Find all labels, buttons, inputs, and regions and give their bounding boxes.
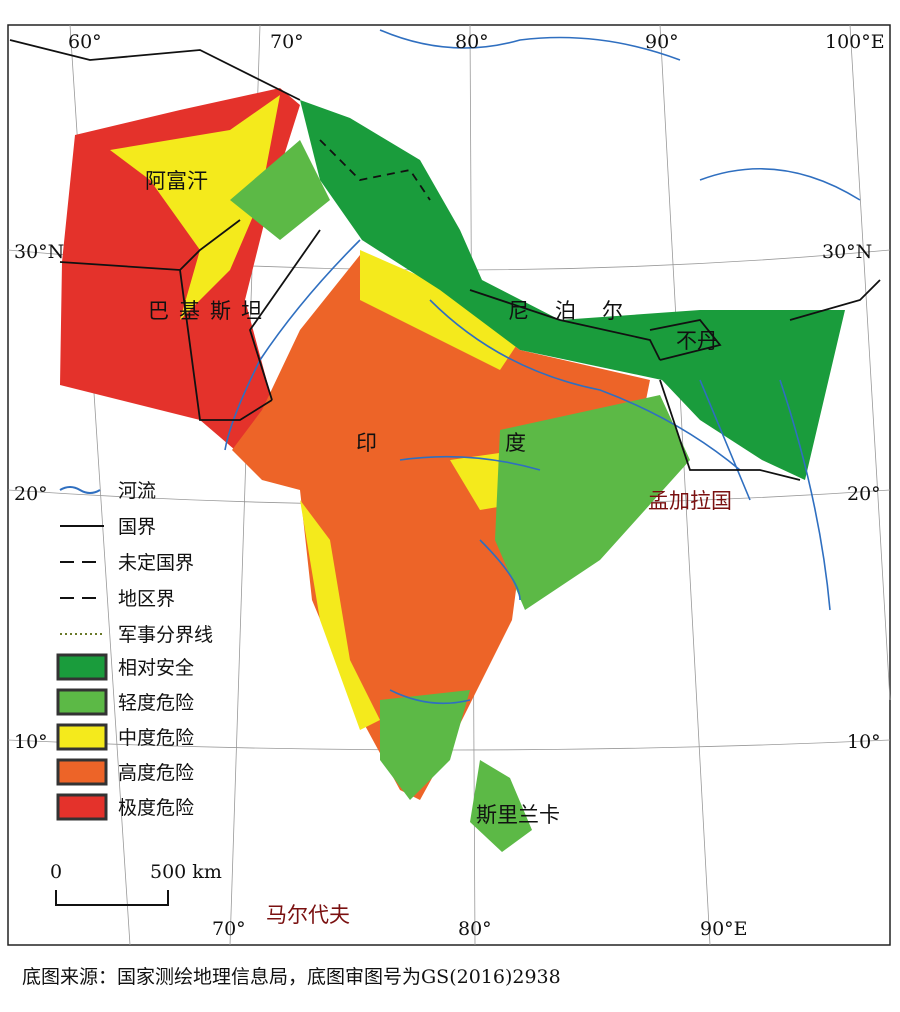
legend-swatch (56, 653, 108, 681)
legend-swatch (56, 723, 108, 751)
longitude-label: 90° (645, 31, 679, 53)
legend-label: 轻度危险 (118, 692, 194, 714)
country-label: 尼泊尔 (508, 299, 649, 323)
legend-symbol (59, 486, 101, 494)
legend-label: 国界 (118, 516, 156, 538)
longitude-label: 60° (68, 31, 102, 53)
land (60, 88, 845, 852)
borders (9, 39, 881, 481)
legend-label: 中度危险 (118, 727, 194, 749)
latitude-label: 30°N (14, 241, 64, 263)
longitude-label: 70° (212, 918, 246, 940)
legend-label: 未定国界 (118, 552, 194, 574)
latitude-label: 10° (14, 731, 48, 753)
legend-label: 地区界 (118, 588, 175, 610)
legend-swatch (56, 758, 108, 786)
latitude-label: 30°N (822, 241, 872, 263)
country-label: 印度 (356, 431, 654, 455)
legend-label: 极度危险 (118, 797, 194, 819)
latitude-label: 20° (847, 483, 881, 505)
scale-label: 0 (50, 861, 62, 883)
legend-label: 军事分界线 (118, 624, 213, 646)
legend-label: 高度危险 (118, 762, 194, 784)
legend-swatch (56, 793, 108, 821)
latitude-label: 10° (847, 731, 881, 753)
country-label: 孟加拉国 (648, 489, 732, 513)
longitude-label: 70° (270, 31, 304, 53)
source-note: 底图来源：国家测绘地理信息局，底图审图号为GS(2016)2938 (22, 966, 561, 988)
legend-swatch (56, 688, 108, 716)
legend-label: 相对安全 (118, 657, 194, 679)
longitude-label: 100°E (825, 31, 885, 53)
labels: 60° 70° 80° 90° 100°E 30°N 20° 10° 30°N 20° 10° 70°… (14, 31, 885, 940)
legend-label: 河流 (118, 480, 156, 502)
longitude-label: 80° (458, 918, 492, 940)
country-label: 巴基斯坦 (148, 299, 272, 323)
country-label: 不丹 (676, 329, 718, 353)
scale-bar: 0 500 km (50, 861, 222, 906)
scale-line (55, 890, 169, 906)
scale-label: 500 km (150, 861, 222, 883)
country-label: 斯里兰卡 (476, 803, 560, 827)
longitude-label: 80° (455, 31, 489, 53)
rivers (224, 29, 861, 705)
country-label: 马尔代夫 (266, 903, 350, 927)
latitude-label: 20° (14, 483, 48, 505)
country-label: 阿富汗 (145, 169, 208, 193)
longitude-label: 90°E (700, 918, 748, 940)
